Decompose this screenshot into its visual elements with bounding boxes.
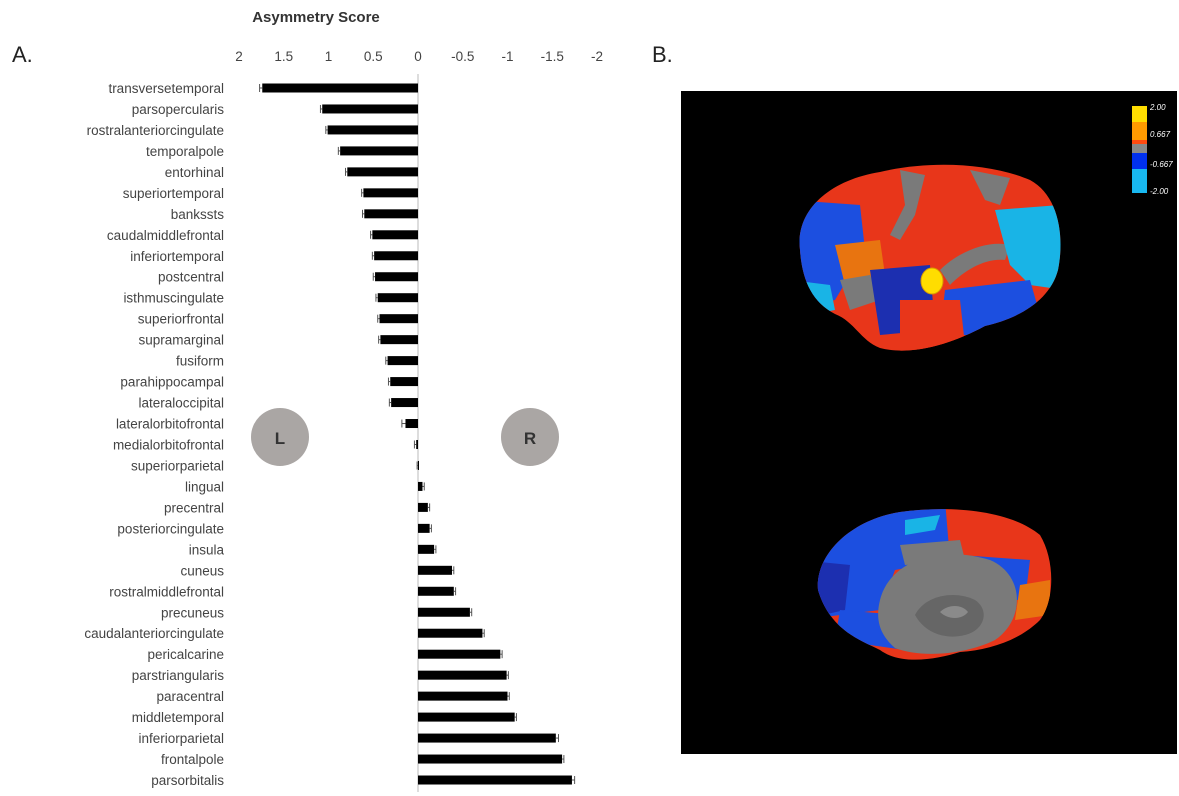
- category-label-frontalpole: frontalpole: [161, 752, 224, 767]
- category-label-rostralmiddlefrontal: rostralmiddlefrontal: [109, 584, 224, 599]
- bar-parahippocampal: [390, 377, 418, 387]
- x-tick-label: -0.5: [451, 49, 474, 64]
- bar-superiorfrontal: [379, 314, 418, 324]
- bar-rostralmiddlefrontal: [418, 586, 454, 596]
- category-label-parsopercularis: parsopercularis: [132, 102, 225, 117]
- bar-caudalmiddlefrontal: [372, 230, 418, 240]
- category-label-superiorparietal: superiorparietal: [131, 458, 224, 473]
- bar-frontalpole: [418, 754, 563, 764]
- colorbar-label-upper: 0.667: [1150, 130, 1171, 139]
- colorbar-label-max: 2.00: [1149, 103, 1166, 112]
- asymmetry-bar-chart: Asymmetry Score 2 1.5 1 0.5 0 -0.5 -1 -1.5 -2 tr…: [84, 9, 603, 792]
- bar-inferiortemporal: [374, 251, 418, 261]
- x-axis-ticks: 2 1.5 1 0.5 0 -0.5 -1 -1.5 -2: [235, 49, 603, 64]
- bar-paracentral: [418, 691, 508, 701]
- category-label-lingual: lingual: [185, 479, 224, 494]
- category-label-parsorbitalis: parsorbitalis: [151, 773, 224, 788]
- x-tick-label: 2: [235, 49, 243, 64]
- category-label-middletemporal: middletemporal: [132, 710, 224, 725]
- category-label-precuneus: precuneus: [161, 605, 224, 620]
- x-tick-label: 1.5: [274, 49, 293, 64]
- right-hemisphere-label: R: [524, 429, 536, 448]
- bar-superiortemporal: [363, 188, 418, 198]
- category-label-lateralorbitofrontal: lateralorbitofrontal: [116, 417, 224, 432]
- x-tick-label: -1: [501, 49, 513, 64]
- bar-superiorparietal: [418, 460, 419, 470]
- category-label-rostralanteriorcingulate: rostralanteriorcingulate: [87, 123, 224, 138]
- category-label-bankssts: bankssts: [171, 207, 225, 222]
- category-label-pericalcarine: pericalcarine: [147, 647, 224, 662]
- category-label-insula: insula: [189, 542, 225, 557]
- bar-lateraloccipital: [391, 398, 418, 408]
- category-label-caudalanteriorcingulate: caudalanteriorcingulate: [84, 626, 224, 641]
- bar-middletemporal: [418, 712, 515, 722]
- bars: [259, 83, 576, 785]
- category-label-entorhinal: entorhinal: [165, 165, 224, 180]
- brain-surface-panel: 2.00 0.667 -0.667 -2.00: [681, 91, 1177, 754]
- left-hemisphere-label: L: [275, 429, 285, 448]
- category-labels: transversetemporal parsopercularis rostral…: [84, 81, 224, 788]
- category-label-superiortemporal: superiortemporal: [123, 186, 224, 201]
- category-label-inferiortemporal: inferiortemporal: [130, 249, 224, 264]
- chart-title: Asymmetry Score: [252, 9, 380, 26]
- bar-transversetemporal: [262, 83, 418, 93]
- bar-posteriorcingulate: [418, 523, 430, 533]
- category-label-cuneus: cuneus: [180, 563, 224, 578]
- x-tick-label: -1.5: [541, 49, 564, 64]
- bar-lingual: [418, 481, 423, 491]
- x-tick-label: 0.5: [364, 49, 383, 64]
- x-tick-label: 0: [414, 49, 422, 64]
- category-label-precentral: precentral: [164, 500, 224, 515]
- bar-caudalanteriorcingulate: [418, 628, 483, 638]
- panel-a-label: A.: [12, 42, 33, 67]
- category-label-parstriangularis: parstriangularis: [132, 668, 225, 683]
- bar-insula: [418, 544, 435, 554]
- bar-lateralorbitofrontal: [405, 419, 418, 429]
- category-label-paracentral: paracentral: [156, 689, 224, 704]
- left-hemisphere-marker: L: [251, 408, 309, 466]
- right-hemisphere-marker: R: [501, 408, 559, 466]
- bar-precuneus: [418, 607, 470, 617]
- bar-entorhinal: [347, 167, 418, 177]
- x-tick-label: -2: [591, 49, 603, 64]
- category-label-fusiform: fusiform: [176, 354, 224, 369]
- bar-supramarginal: [380, 335, 418, 345]
- category-label-medialorbitofrontal: medialorbitofrontal: [113, 437, 224, 452]
- bar-parsopercularis: [322, 104, 418, 114]
- category-label-parahippocampal: parahippocampal: [120, 375, 224, 390]
- bar-parstriangularis: [418, 670, 507, 680]
- bar-pericalcarine: [418, 649, 501, 659]
- category-label-superiorfrontal: superiorfrontal: [138, 312, 224, 327]
- x-tick-label: 1: [325, 49, 333, 64]
- panel-b-label: B.: [652, 42, 673, 67]
- bar-precentral: [418, 502, 428, 512]
- colorbar-label-lower: -0.667: [1150, 160, 1173, 169]
- bar-bankssts: [364, 209, 418, 219]
- bar-cuneus: [418, 565, 453, 575]
- category-label-isthmuscingulate: isthmuscingulate: [123, 291, 224, 306]
- bar-temporalpole: [340, 146, 418, 156]
- bar-medialorbitofrontal: [416, 439, 418, 449]
- colorbar: 2.00 0.667 -0.667 -2.00: [1132, 103, 1173, 196]
- colorbar-label-min: -2.00: [1150, 187, 1169, 196]
- medial-brain-view: [817, 509, 1052, 660]
- bar-isthmuscingulate: [377, 293, 418, 303]
- bar-inferiorparietal: [418, 733, 556, 743]
- category-label-inferiorparietal: inferiorparietal: [138, 731, 224, 746]
- bar-parsorbitalis: [418, 775, 572, 785]
- category-label-transversetemporal: transversetemporal: [108, 81, 224, 96]
- category-label-posteriorcingulate: posteriorcingulate: [117, 521, 224, 536]
- category-label-supramarginal: supramarginal: [138, 333, 224, 348]
- category-label-postcentral: postcentral: [158, 270, 224, 285]
- category-label-lateraloccipital: lateraloccipital: [138, 396, 224, 411]
- bar-postcentral: [375, 272, 418, 282]
- category-label-caudalmiddlefrontal: caudalmiddlefrontal: [107, 228, 224, 243]
- category-label-temporalpole: temporalpole: [146, 144, 224, 159]
- bar-rostralanteriorcingulate: [327, 125, 418, 135]
- bar-fusiform: [387, 356, 418, 366]
